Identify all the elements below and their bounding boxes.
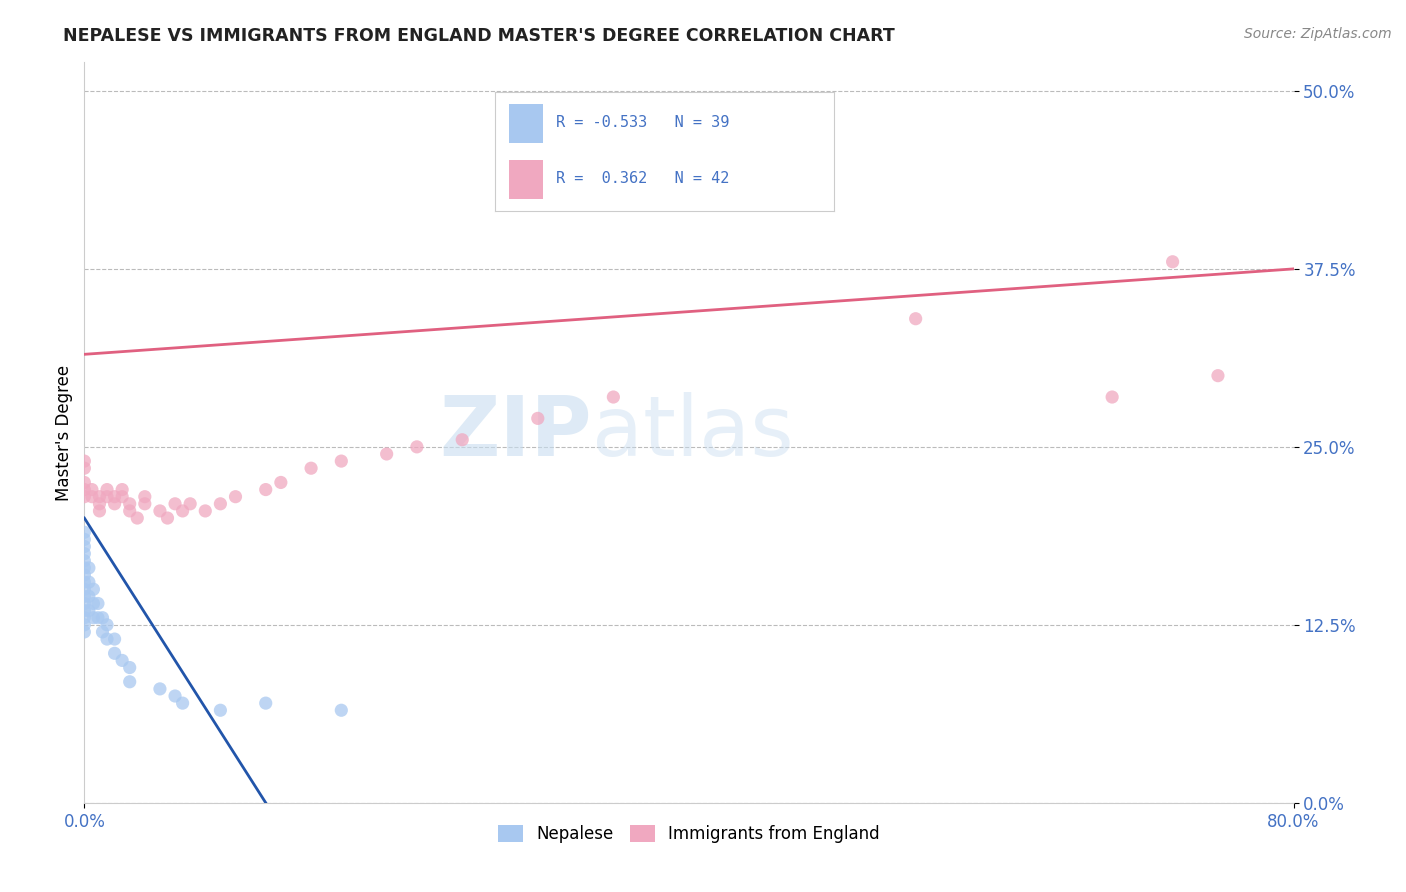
Point (73, 490, 96, 504)
Point (89, 490, 111, 504)
Point (96, 490, 118, 504)
Text: NEPALESE VS IMMIGRANTS FROM ENGLAND MASTER'S DEGREE CORRELATION CHART: NEPALESE VS IMMIGRANTS FROM ENGLAND MAST… (63, 27, 896, 45)
Point (270, 475, 292, 490)
Legend: Nepalese, Immigrants from England: Nepalese, Immigrants from England (491, 819, 887, 850)
Point (111, 490, 134, 504)
Point (254, 483, 277, 497)
Point (904, 311, 927, 326)
Point (89, 504, 111, 518)
Point (1161, 254, 1184, 268)
Point (96, 632, 118, 646)
Point (87, 597, 110, 611)
Point (73, 597, 96, 611)
Point (149, 504, 172, 518)
Point (73, 540, 96, 554)
Point (179, 497, 201, 511)
Point (73, 617, 96, 632)
Point (172, 696, 194, 710)
Point (73, 561, 96, 575)
Point (134, 497, 156, 511)
Point (96, 617, 118, 632)
Point (149, 681, 172, 696)
Point (118, 660, 141, 674)
Point (82, 610, 104, 624)
Point (73, 604, 96, 618)
Point (77, 604, 100, 618)
Point (73, 533, 96, 547)
Text: atlas: atlas (592, 392, 794, 473)
Point (111, 483, 134, 497)
Point (87, 610, 110, 624)
Point (134, 490, 156, 504)
Point (73, 475, 96, 490)
Point (73, 547, 96, 561)
Point (91, 610, 114, 624)
Point (209, 703, 232, 717)
Point (165, 689, 187, 703)
Text: Source: ZipAtlas.com: Source: ZipAtlas.com (1244, 27, 1392, 41)
Point (165, 497, 187, 511)
Point (1101, 390, 1123, 404)
Point (82, 597, 104, 611)
Point (77, 590, 100, 604)
Point (330, 703, 353, 717)
Point (82, 582, 104, 597)
Point (73, 568, 96, 582)
Point (156, 511, 179, 525)
Point (254, 696, 277, 710)
Point (73, 483, 96, 497)
Point (91, 624, 114, 639)
Point (172, 504, 194, 518)
Point (118, 504, 141, 518)
Point (104, 646, 127, 660)
Point (111, 653, 134, 667)
Point (1206, 368, 1229, 383)
Point (73, 590, 96, 604)
Point (104, 497, 127, 511)
Point (89, 497, 111, 511)
Point (73, 525, 96, 540)
Point (80, 483, 103, 497)
Point (96, 483, 118, 497)
Point (527, 411, 550, 425)
Point (104, 632, 127, 646)
Point (602, 390, 624, 404)
Point (73, 624, 96, 639)
Point (225, 490, 247, 504)
Point (118, 497, 141, 511)
Point (73, 461, 96, 475)
Point (73, 610, 96, 624)
Point (118, 674, 141, 689)
Point (73, 554, 96, 568)
Point (375, 447, 398, 461)
Point (73, 575, 96, 590)
Y-axis label: Master's Degree: Master's Degree (55, 365, 73, 500)
Point (80, 490, 103, 504)
Point (73, 454, 96, 468)
Point (406, 440, 429, 454)
Point (77, 575, 100, 590)
Point (73, 582, 96, 597)
Point (451, 433, 474, 447)
Point (127, 511, 149, 525)
Point (77, 561, 100, 575)
Point (209, 497, 232, 511)
Point (194, 504, 217, 518)
Point (299, 461, 322, 475)
Text: ZIP: ZIP (440, 392, 592, 473)
Point (330, 454, 353, 468)
Point (104, 490, 127, 504)
